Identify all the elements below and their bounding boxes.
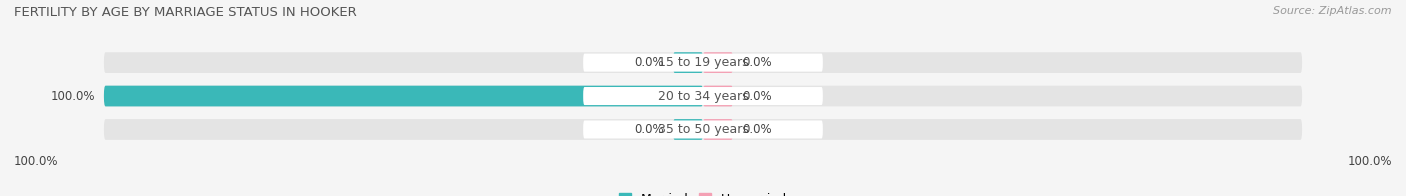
FancyBboxPatch shape: [104, 86, 703, 106]
FancyBboxPatch shape: [104, 119, 1302, 140]
FancyBboxPatch shape: [673, 119, 703, 140]
Text: 20 to 34 years: 20 to 34 years: [658, 90, 748, 103]
Text: 100.0%: 100.0%: [14, 155, 59, 168]
Text: 0.0%: 0.0%: [742, 56, 772, 69]
FancyBboxPatch shape: [104, 86, 1302, 106]
FancyBboxPatch shape: [673, 52, 703, 73]
Legend: Married, Unmarried: Married, Unmarried: [619, 193, 787, 196]
Text: 0.0%: 0.0%: [742, 90, 772, 103]
Text: 0.0%: 0.0%: [634, 56, 664, 69]
Text: Source: ZipAtlas.com: Source: ZipAtlas.com: [1274, 6, 1392, 16]
Text: 100.0%: 100.0%: [1347, 155, 1392, 168]
FancyBboxPatch shape: [703, 86, 733, 106]
Text: 35 to 50 years: 35 to 50 years: [658, 123, 748, 136]
FancyBboxPatch shape: [583, 54, 823, 72]
FancyBboxPatch shape: [703, 119, 733, 140]
Text: 0.0%: 0.0%: [634, 123, 664, 136]
FancyBboxPatch shape: [583, 121, 823, 139]
Text: 15 to 19 years: 15 to 19 years: [658, 56, 748, 69]
FancyBboxPatch shape: [104, 52, 1302, 73]
Text: 100.0%: 100.0%: [51, 90, 96, 103]
FancyBboxPatch shape: [703, 52, 733, 73]
FancyBboxPatch shape: [583, 87, 823, 105]
Text: 0.0%: 0.0%: [742, 123, 772, 136]
Text: FERTILITY BY AGE BY MARRIAGE STATUS IN HOOKER: FERTILITY BY AGE BY MARRIAGE STATUS IN H…: [14, 6, 357, 19]
